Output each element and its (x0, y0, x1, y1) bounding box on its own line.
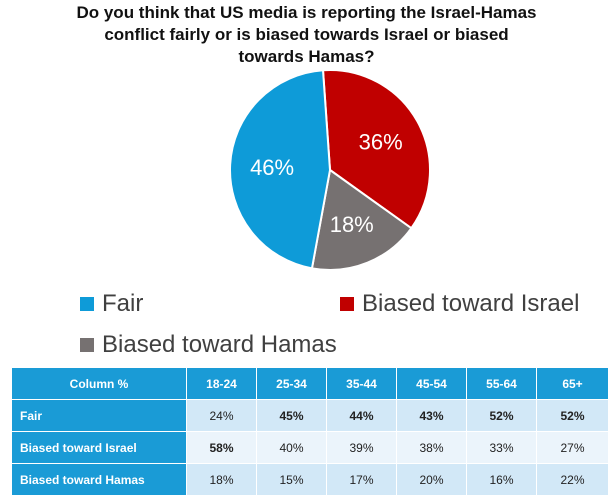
table-cell: 40% (257, 432, 327, 464)
table-header-cell: 25-34 (257, 368, 327, 400)
legend-item-fair: Fair (80, 290, 143, 318)
pie-slice-fair (229, 69, 332, 270)
table-row: Biased toward Israel 58% 40% 39% 38% 33% 27% (12, 432, 609, 464)
table-row-label: Fair (12, 400, 187, 432)
table-header-cell: Column % (12, 368, 187, 400)
chart-title: Do you think that US media is reporting … (0, 2, 613, 68)
table-cell: 20% (397, 464, 467, 496)
table-cell: 58% (187, 432, 257, 464)
legend-item-biased-israel: Biased toward Israel (340, 290, 579, 318)
table-row-label: Biased toward Hamas (12, 464, 187, 496)
pie-slice-biased-toward-hamas (310, 168, 413, 271)
legend-label-biased-hamas: Biased toward Hamas (102, 331, 337, 358)
table-cell: 33% (467, 432, 537, 464)
table-cell: 45% (257, 400, 327, 432)
table-cell: 15% (257, 464, 327, 496)
table-header-cell: 35-44 (327, 368, 397, 400)
chart-title-line: Do you think that US media is reporting … (76, 3, 537, 22)
table-cell: 38% (397, 432, 467, 464)
table-cell: 52% (537, 400, 609, 432)
pie-slice-biased-toward-israel (321, 69, 431, 230)
table-cell: 22% (537, 464, 609, 496)
table-cell: 24% (187, 400, 257, 432)
table-cell: 39% (327, 432, 397, 464)
table-cell: 17% (327, 464, 397, 496)
table-header-cell: 55-64 (467, 368, 537, 400)
table-cell: 18% (187, 464, 257, 496)
table-row-label: Biased toward Israel (12, 432, 187, 464)
table-header-cell: 45-54 (397, 368, 467, 400)
legend-swatch-fair (80, 297, 94, 311)
legend-swatch-biased-israel (340, 297, 354, 311)
age-breakdown-table: Column % 18-24 25-34 35-44 45-54 55-64 6… (12, 368, 609, 496)
legend-swatch-biased-hamas (80, 338, 94, 352)
table-header-cell: 18-24 (187, 368, 257, 400)
pie-data-label: 36% (359, 130, 403, 155)
table-body: Fair 24% 45% 44% 43% 52% 52% Biased toward Isra… (12, 400, 609, 496)
legend-item-biased-hamas: Biased toward Hamas (80, 331, 337, 359)
pie-data-label: 18% (330, 212, 374, 237)
table-cell: 16% (467, 464, 537, 496)
table-header-row: Column % 18-24 25-34 35-44 45-54 55-64 6… (12, 368, 609, 400)
table-row: Fair 24% 45% 44% 43% 52% 52% (12, 400, 609, 432)
table-header-cell: 65+ (537, 368, 609, 400)
chart-title-line: conflict fairly or is biased towards Isr… (104, 25, 509, 44)
pie-data-label: 46% (250, 155, 294, 180)
table-cell: 44% (327, 400, 397, 432)
chart-title-line: towards Hamas? (238, 47, 375, 66)
legend-label-biased-israel: Biased toward Israel (362, 290, 580, 317)
table-cell: 52% (467, 400, 537, 432)
table-cell: 43% (397, 400, 467, 432)
table-cell: 27% (537, 432, 609, 464)
pie-chart: 36% 18% 46% (229, 69, 431, 271)
legend-label-fair: Fair (102, 290, 144, 317)
table-row: Biased toward Hamas 18% 15% 17% 20% 16% 22% (12, 464, 609, 496)
